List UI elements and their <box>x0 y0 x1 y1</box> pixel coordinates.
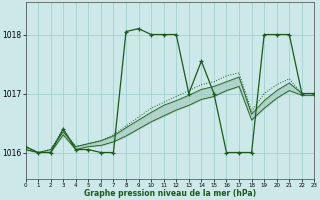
X-axis label: Graphe pression niveau de la mer (hPa): Graphe pression niveau de la mer (hPa) <box>84 189 256 198</box>
